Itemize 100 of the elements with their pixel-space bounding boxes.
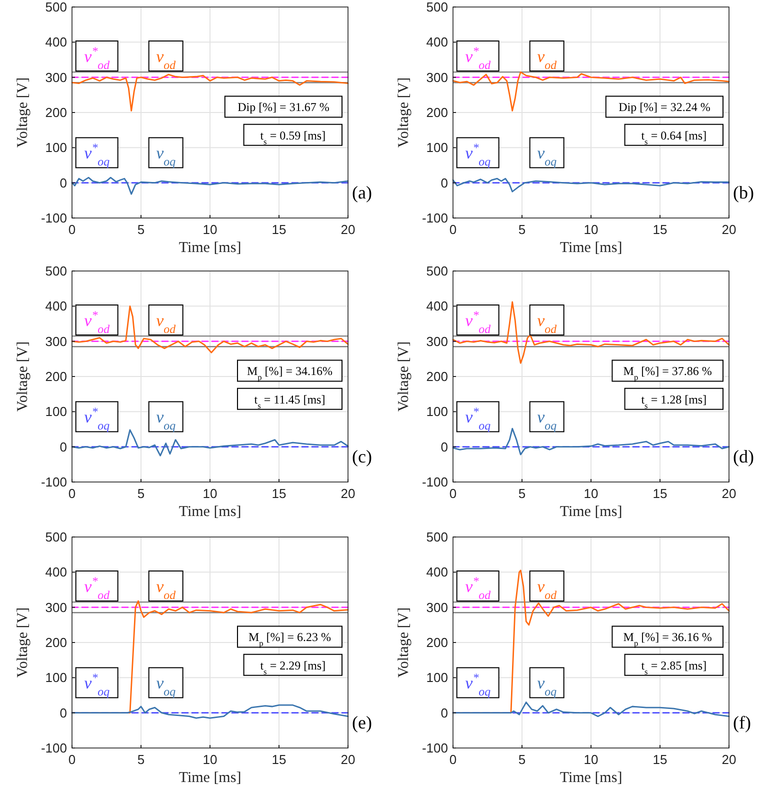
series-label: v$_{oq}$: [537, 674, 557, 699]
x-tick-label: 20: [722, 752, 736, 767]
x-tick-label: 15: [652, 752, 668, 767]
y-tick-label: 300: [45, 600, 67, 615]
text: (c): [352, 446, 372, 467]
y-tick-label: 0: [440, 175, 448, 190]
y-tick-label: 200: [426, 369, 448, 384]
annotation: t$_{s}$ = 11.45 [ms]: [254, 392, 326, 410]
y-tick-label: 300: [45, 334, 67, 349]
annotation: Dip [%] = 32.24 %: [618, 100, 710, 114]
series-label: v$_{oq}$: [156, 144, 176, 169]
line-series: [452, 71, 730, 112]
y-tick-label: 0: [440, 439, 448, 454]
annotation: Dip [%] = 31.67 %: [238, 100, 330, 114]
y-tick-label: 100: [426, 140, 448, 156]
y-tick-label: 100: [426, 404, 448, 420]
y-tick-label: 500: [45, 530, 67, 544]
series-label: v$_{od}$: [156, 46, 176, 72]
x-tick-label: 10: [202, 486, 218, 501]
y-tick-label: 500: [45, 0, 67, 14]
y-tick-label: 100: [45, 670, 67, 686]
y-tick-label: 200: [45, 635, 67, 650]
x-tick-label: 15: [272, 222, 286, 237]
y-tick-label: 100: [45, 404, 67, 420]
x-tick-label: 10: [584, 486, 598, 501]
annotation: t$_{s}$ = 0.59 [ms]: [260, 128, 326, 146]
x-axis-title: Time [ms]: [560, 240, 622, 256]
series-label: v$_{oq}$: [156, 674, 176, 699]
y-tick-label: -100: [422, 740, 448, 756]
x-tick-label: 5: [518, 752, 526, 767]
x-tick-label: 15: [272, 752, 286, 767]
x-axis-title: Time [ms]: [178, 240, 242, 256]
x-tick-label: 5: [518, 486, 526, 501]
text: (d): [733, 446, 754, 467]
x-tick-label: 20: [722, 486, 736, 501]
y-tick-label: 300: [426, 600, 448, 615]
y-tick-label: 500: [45, 264, 67, 278]
y-axis-title: Voltage [V]: [396, 77, 412, 148]
y-tick-label: 300: [45, 70, 67, 85]
y-tick-label: 500: [426, 0, 448, 14]
y-axis-title: Voltage [V]: [15, 341, 31, 412]
y-tick-label: 0: [60, 705, 67, 720]
y-tick-label: 400: [426, 298, 448, 314]
y-tick-label: 100: [45, 140, 67, 156]
line-series: [71, 74, 349, 112]
text: (b): [733, 182, 754, 203]
x-tick-label: 15: [272, 486, 286, 501]
x-axis-title: Time [ms]: [560, 504, 622, 520]
x-axis-title: Time [ms]: [178, 504, 242, 520]
annotation: t$_{s}$ = 0.64 [ms]: [641, 128, 707, 146]
y-axis-title: Voltage [V]: [396, 607, 412, 678]
series-label: v$_{oq}$: [156, 408, 176, 433]
x-tick-label: 5: [518, 222, 526, 237]
x-tick-label: 5: [137, 752, 145, 767]
x-tick-label: 20: [340, 222, 356, 237]
y-tick-label: 200: [426, 105, 448, 120]
x-axis-title: Time [ms]: [178, 770, 242, 786]
series-label: v$_{od}$: [156, 576, 176, 602]
line-series: [452, 301, 730, 364]
y-tick-label: 500: [426, 530, 448, 544]
y-tick-label: 400: [426, 564, 448, 580]
y-tick-label: -100: [40, 740, 67, 756]
y-tick-label: 0: [440, 705, 448, 720]
x-axis-title: Time [ms]: [560, 770, 622, 786]
line-series: [71, 704, 349, 719]
y-tick-label: 0: [60, 175, 67, 190]
annotation: t$_{s}$ = 2.85 [ms]: [641, 658, 707, 676]
y-tick-label: 200: [426, 635, 448, 650]
annotation: t$_{s}$ = 1.28 [ms]: [641, 392, 707, 410]
series-label: v$_{od}$: [156, 310, 176, 336]
x-tick-label: 5: [137, 486, 145, 501]
series-label: v$_{od}$: [537, 310, 557, 336]
y-tick-label: 500: [426, 264, 448, 278]
x-tick-label: 15: [652, 486, 668, 501]
line-series: [452, 178, 730, 192]
line-series: [71, 176, 349, 195]
y-axis-title: Voltage [V]: [15, 607, 31, 678]
x-tick-label: 10: [584, 752, 598, 767]
text: (a): [352, 182, 372, 203]
x-tick-label: 5: [137, 222, 145, 237]
x-tick-label: 20: [340, 486, 356, 501]
series-label: v$_{od}$: [537, 576, 557, 602]
y-tick-label: 100: [426, 670, 448, 686]
text: (e): [352, 712, 372, 733]
x-tick-label: 10: [584, 222, 598, 237]
y-tick-label: 300: [426, 70, 448, 85]
line-series: [452, 702, 730, 718]
y-tick-label: -100: [40, 210, 67, 226]
y-tick-label: 400: [45, 34, 67, 50]
series-label: v$_{oq}$: [537, 144, 557, 169]
y-tick-label: -100: [40, 474, 67, 490]
x-tick-label: 15: [652, 222, 668, 237]
y-tick-label: 0: [60, 439, 67, 454]
y-axis-title: Voltage [V]: [396, 341, 412, 412]
y-tick-label: 400: [45, 564, 67, 580]
y-tick-label: 400: [426, 34, 448, 50]
annotation: t$_{s}$ = 2.29 [ms]: [260, 658, 326, 676]
text: (f): [733, 712, 751, 733]
y-tick-label: 200: [45, 369, 67, 384]
x-tick-label: 20: [722, 222, 736, 237]
